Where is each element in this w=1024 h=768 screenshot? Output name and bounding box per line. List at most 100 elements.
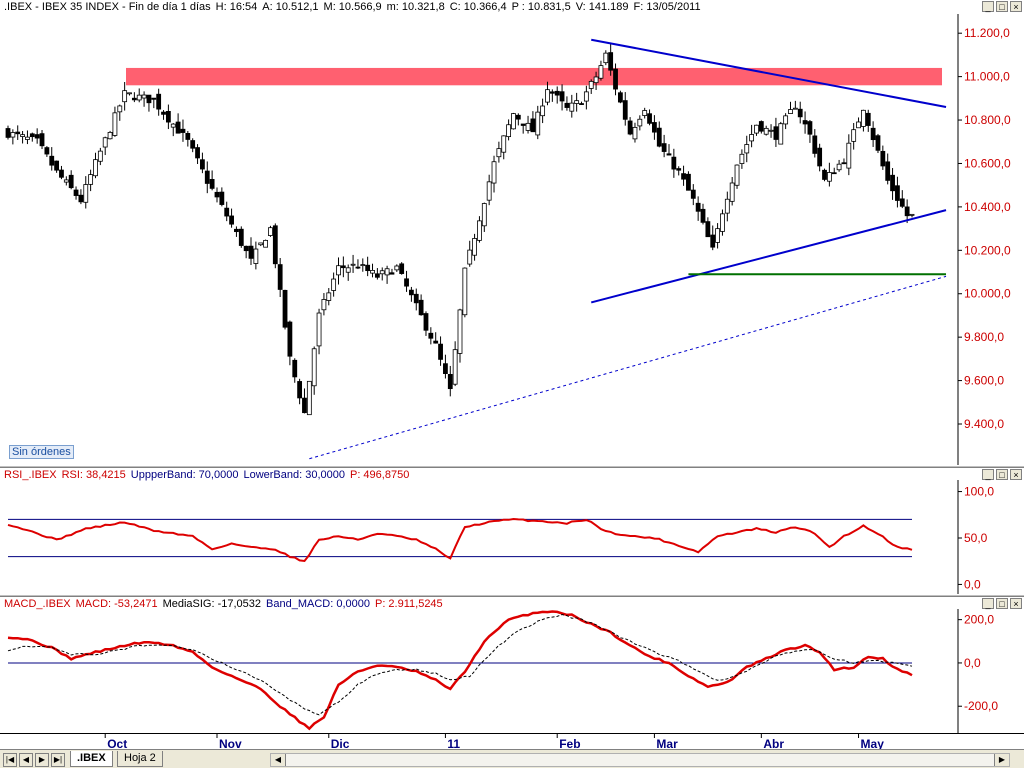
- rsi-header-field: UppperBand: 70,0000: [130, 469, 239, 481]
- candle: [418, 294, 424, 316]
- candle: [78, 189, 84, 205]
- candle-body: [598, 65, 604, 79]
- candle-body: [326, 292, 332, 301]
- candle-body: [860, 109, 866, 127]
- scroll-left-button[interactable]: ◀: [271, 754, 286, 766]
- candle-body: [156, 93, 162, 110]
- next-sheet-button[interactable]: ▶: [35, 753, 49, 767]
- macd-chart[interactable]: 200,0 0,0 -200,0: [0, 597, 1024, 733]
- minimize-button[interactable]: _: [982, 469, 994, 480]
- candle-body: [224, 207, 230, 217]
- candle: [438, 336, 443, 366]
- scroll-right-button[interactable]: ▶: [994, 754, 1009, 766]
- candle: [452, 341, 458, 387]
- candle-body: [408, 289, 414, 296]
- candle: [122, 82, 128, 111]
- tick-label: 0,0: [964, 577, 981, 591]
- candle-body: [151, 97, 157, 100]
- close-button[interactable]: ×: [1010, 469, 1022, 480]
- candle-body: [161, 111, 166, 115]
- macd-panel: MACD_.IBEX MACD: -53,2471 MediaSIG: -17,05…: [0, 597, 1024, 733]
- candle: [258, 242, 264, 247]
- candle: [535, 105, 541, 140]
- candle: [443, 354, 448, 379]
- first-sheet-button[interactable]: |◀: [3, 753, 17, 767]
- rsi-chart[interactable]: 100,0 50,0 0,0: [0, 468, 1024, 594]
- minimize-button[interactable]: _: [982, 1, 994, 12]
- price-chart[interactable]: 11.200,0 11.000,0 10.800,0 10.600,0 10.400,0…: [0, 0, 1024, 466]
- price-header-field: M: 10.566,9: [323, 1, 382, 13]
- price-header-field: m: 10.321,8: [386, 1, 445, 13]
- candle: [895, 176, 900, 208]
- price-tick-label: 9.600,0: [964, 374, 1004, 388]
- candle-body: [282, 289, 288, 328]
- candle-body: [311, 348, 317, 387]
- candle-body: [404, 278, 409, 287]
- candle: [778, 121, 784, 145]
- candle: [292, 358, 298, 383]
- orders-status-badge[interactable]: Sin órdenes: [9, 445, 74, 459]
- candle-body: [272, 225, 278, 265]
- prev-sheet-button[interactable]: ◀: [19, 753, 33, 767]
- candle: [131, 92, 137, 103]
- maximize-button[interactable]: □: [996, 1, 1008, 12]
- candle-body: [44, 147, 50, 155]
- candle-body: [170, 123, 176, 128]
- candle: [496, 141, 502, 163]
- maximize-button[interactable]: □: [996, 469, 1008, 480]
- candle-body: [292, 359, 298, 378]
- candle: [472, 233, 477, 261]
- candle: [209, 170, 215, 191]
- candle-body: [671, 156, 677, 170]
- candle-body: [890, 174, 895, 192]
- candle-body: [622, 100, 628, 120]
- candle: [831, 167, 837, 175]
- candle-body: [875, 135, 881, 151]
- tab-ibex[interactable]: .IBEX: [70, 751, 113, 767]
- candle: [282, 289, 288, 330]
- maximize-button[interactable]: □: [996, 598, 1008, 609]
- candle-body: [739, 153, 745, 164]
- candle-body: [758, 121, 764, 132]
- candle: [841, 158, 847, 165]
- close-button[interactable]: ×: [1010, 598, 1022, 609]
- candle-body: [579, 103, 584, 105]
- candle: [277, 258, 283, 298]
- candle: [530, 111, 536, 133]
- horizontal-scrollbar[interactable]: ◀ ▶: [270, 753, 1010, 767]
- candle: [603, 50, 609, 66]
- candle: [564, 96, 570, 111]
- candle-body: [209, 179, 215, 189]
- candle-body: [783, 115, 789, 125]
- candle: [200, 152, 205, 174]
- rsi-panel: RSI_.IBEX RSI: 38,4215 UppperBand: 70,0000…: [0, 468, 1024, 594]
- candle: [68, 170, 74, 190]
- date-axis-labels: Oct Nov Dic 11 Feb Mar Abr May: [104, 734, 884, 750]
- last-sheet-button[interactable]: ▶|: [51, 753, 65, 767]
- candle-body: [204, 170, 210, 184]
- candle: [899, 190, 905, 209]
- candle: [331, 272, 337, 297]
- candle-body: [627, 120, 633, 135]
- candle-body: [73, 189, 79, 196]
- candle: [365, 256, 371, 277]
- candle: [272, 223, 278, 269]
- candle-body: [812, 135, 818, 154]
- tab-hoja-2[interactable]: Hoja 2: [117, 751, 163, 767]
- candle-body: [768, 129, 774, 132]
- candle: [637, 115, 643, 131]
- candle: [574, 92, 580, 112]
- close-button[interactable]: ×: [1010, 1, 1022, 12]
- minimize-button[interactable]: _: [982, 598, 994, 609]
- panel-splitter[interactable]: [0, 594, 1024, 597]
- candle: [481, 202, 487, 232]
- candle: [243, 245, 249, 259]
- candle-body: [219, 191, 225, 205]
- candle-body: [243, 245, 249, 252]
- macd-header-field: MACD_.IBEX: [4, 598, 71, 610]
- candle-body: [846, 142, 852, 169]
- candle-body: [5, 128, 11, 138]
- candle: [88, 169, 94, 192]
- candle-body: [302, 397, 307, 414]
- panel-splitter[interactable]: [0, 465, 1024, 468]
